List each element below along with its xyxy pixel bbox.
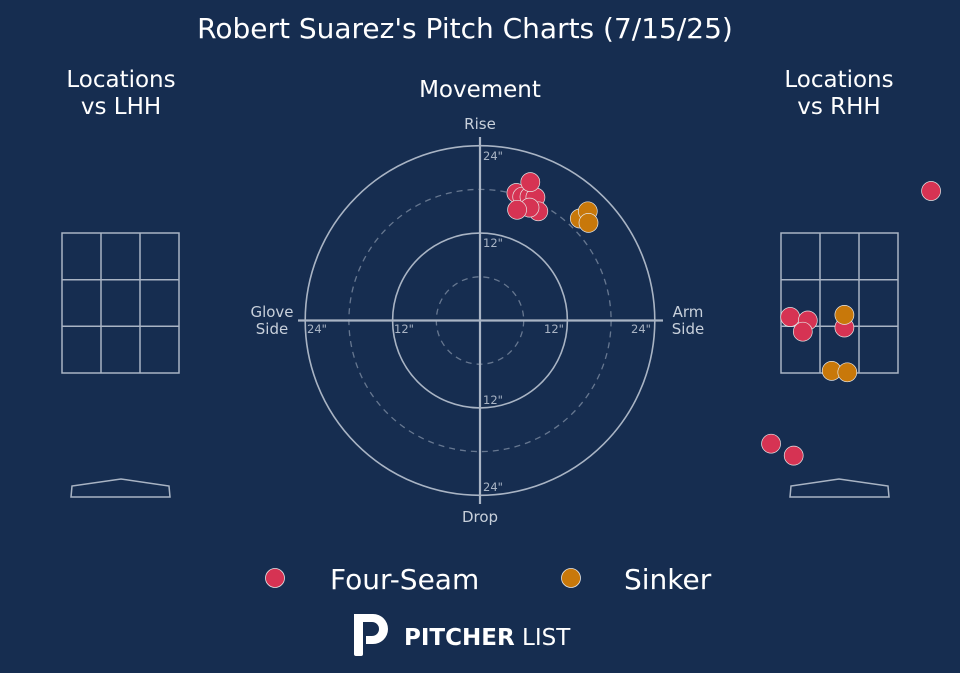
legend-label-sinker: Sinker: [624, 563, 712, 596]
lhh-title-line2: vs LHH: [81, 94, 161, 120]
lhh-title-line1: Locations: [66, 67, 175, 93]
movement-grid: [298, 137, 663, 504]
direction-labels: Rise Drop Glove Side Arm Side: [250, 115, 704, 526]
label-rise: Rise: [464, 115, 496, 133]
pitcherlist-p-icon: [354, 614, 388, 656]
movement-point-four-seam-6: [507, 199, 527, 220]
rhh-point-sinker-0: [834, 305, 855, 325]
legend-swatch-sinker: [561, 568, 581, 588]
movement-point-sinker-2: [578, 213, 599, 233]
label-arm: Arm: [673, 303, 704, 321]
legend: Four-Seam Sinker: [265, 563, 712, 596]
rhh-title-line1: Locations: [784, 67, 893, 93]
tick-right-12: 12": [544, 322, 564, 336]
rhh-point-four-seam-6: [921, 181, 941, 201]
rhh-point-four-seam-5: [783, 445, 804, 466]
pitcherlist-logo: PITCHER LIST: [354, 614, 571, 656]
tick-right-24: 24": [631, 322, 651, 336]
label-drop: Drop: [462, 508, 498, 526]
rhh-location-points: [761, 181, 941, 466]
label-arm-side: Side: [672, 320, 704, 338]
ring-tick-labels: 24" 12" 12" 24" 24" 12" 12" 24": [307, 149, 651, 494]
lhh-strike-zone: [61, 232, 180, 374]
movement-points: [506, 172, 599, 233]
lhh-home-plate: [70, 478, 171, 498]
movement-point-four-seam-7: [520, 172, 541, 192]
label-glove-side: Side: [256, 320, 288, 338]
rhh-title-line2: vs RHH: [797, 94, 880, 120]
legend-label-four-seam: Four-Seam: [330, 563, 479, 596]
movement-title: Movement: [419, 77, 541, 103]
legend-swatch-four-seam: [265, 568, 285, 588]
chart-title: Robert Suarez's Pitch Charts (7/15/25): [197, 12, 733, 45]
rhh-point-sinker-2: [837, 362, 858, 383]
tick-bottom-24: 24": [483, 480, 503, 494]
tick-top-12: 12": [483, 236, 503, 250]
tick-top-24: 24": [483, 149, 503, 163]
label-glove: Glove: [250, 303, 293, 321]
rhh-point-four-seam-0: [780, 307, 801, 327]
tick-bottom-12: 12": [483, 393, 503, 407]
rhh-home-plate: [789, 478, 890, 498]
tick-left-24: 24": [307, 322, 327, 336]
rhh-point-four-seam-2: [792, 321, 813, 342]
tick-left-12: 12": [394, 322, 414, 336]
rhh-point-four-seam-4: [761, 433, 781, 454]
brand-bold-text: PITCHER: [404, 625, 515, 651]
brand-light-text: LIST: [522, 625, 571, 651]
